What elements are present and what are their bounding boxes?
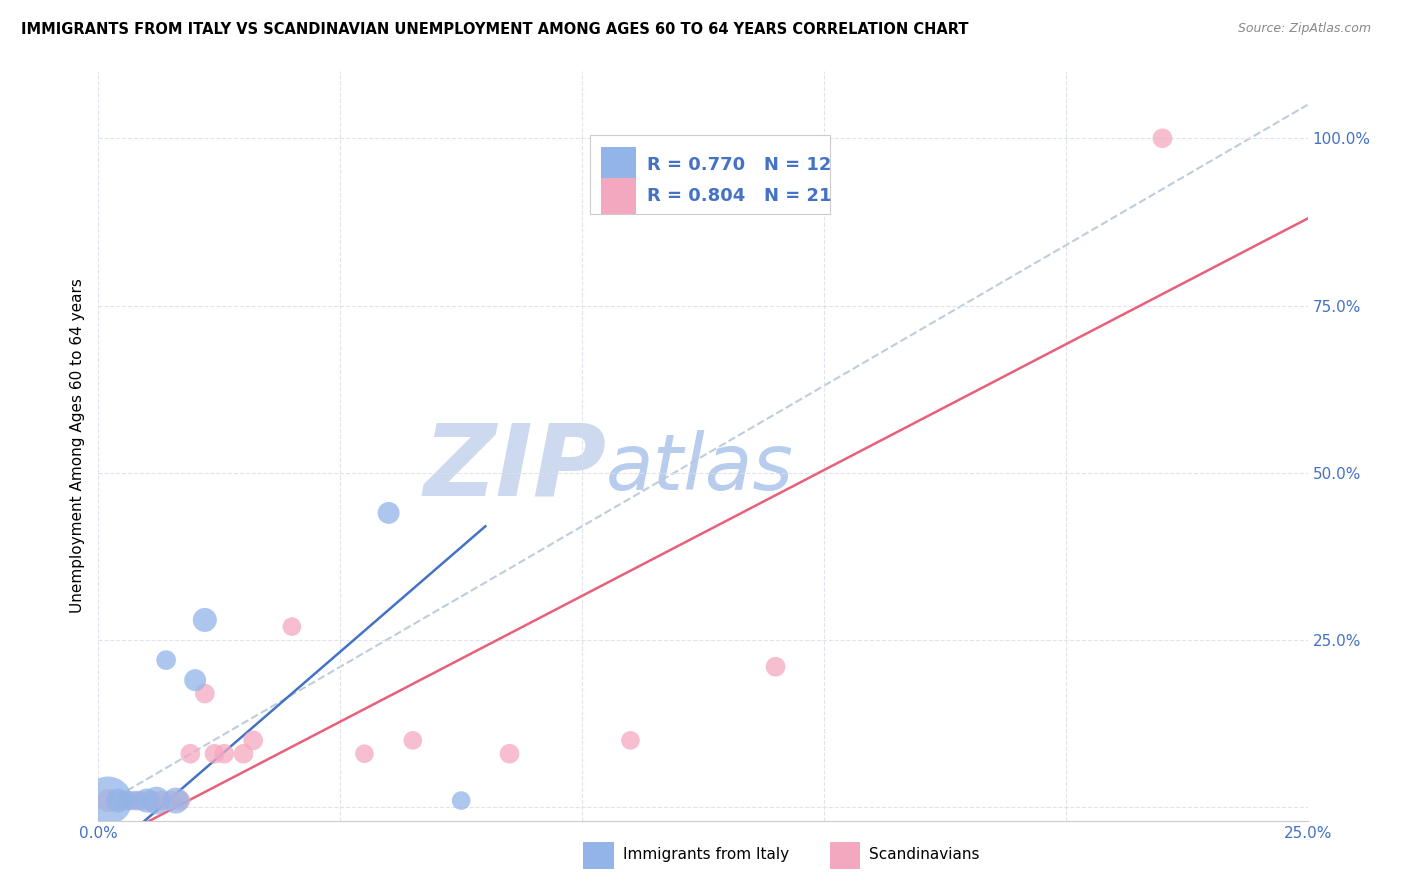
Text: ZIP: ZIP — [423, 420, 606, 517]
Point — [135, 794, 157, 808]
Point — [150, 794, 173, 808]
Point — [232, 747, 254, 761]
Point — [204, 747, 226, 761]
Point — [145, 794, 167, 808]
Point — [184, 673, 207, 688]
Point — [450, 794, 472, 808]
Point — [117, 794, 139, 808]
Point — [281, 620, 304, 634]
Point — [242, 733, 264, 747]
Point — [402, 733, 425, 747]
Point — [111, 794, 134, 808]
Text: IMMIGRANTS FROM ITALY VS SCANDINAVIAN UNEMPLOYMENT AMONG AGES 60 TO 64 YEARS COR: IMMIGRANTS FROM ITALY VS SCANDINAVIAN UN… — [21, 22, 969, 37]
Point — [179, 747, 201, 761]
Point — [121, 794, 143, 808]
Point — [498, 747, 520, 761]
Y-axis label: Unemployment Among Ages 60 to 64 years: Unemployment Among Ages 60 to 64 years — [69, 278, 84, 614]
Text: Source: ZipAtlas.com: Source: ZipAtlas.com — [1237, 22, 1371, 36]
Point — [131, 794, 153, 808]
Text: Immigrants from Italy: Immigrants from Italy — [623, 847, 789, 863]
Point — [97, 794, 120, 808]
Text: R = 0.804   N = 21: R = 0.804 N = 21 — [648, 187, 832, 205]
Point — [194, 613, 217, 627]
Text: R = 0.770   N = 12: R = 0.770 N = 12 — [648, 155, 832, 174]
Point — [377, 506, 399, 520]
Point — [155, 653, 177, 667]
Point — [97, 794, 120, 808]
Point — [127, 794, 149, 808]
Point — [169, 794, 191, 808]
Point — [212, 747, 235, 761]
Point — [165, 794, 187, 808]
Point — [160, 794, 183, 808]
Point — [353, 747, 375, 761]
Point — [1152, 131, 1174, 145]
Text: Scandinavians: Scandinavians — [869, 847, 980, 863]
Point — [194, 687, 217, 701]
Point — [141, 794, 163, 808]
Point — [619, 733, 641, 747]
Text: atlas: atlas — [606, 431, 794, 507]
Point — [765, 660, 787, 674]
Point — [107, 794, 129, 808]
